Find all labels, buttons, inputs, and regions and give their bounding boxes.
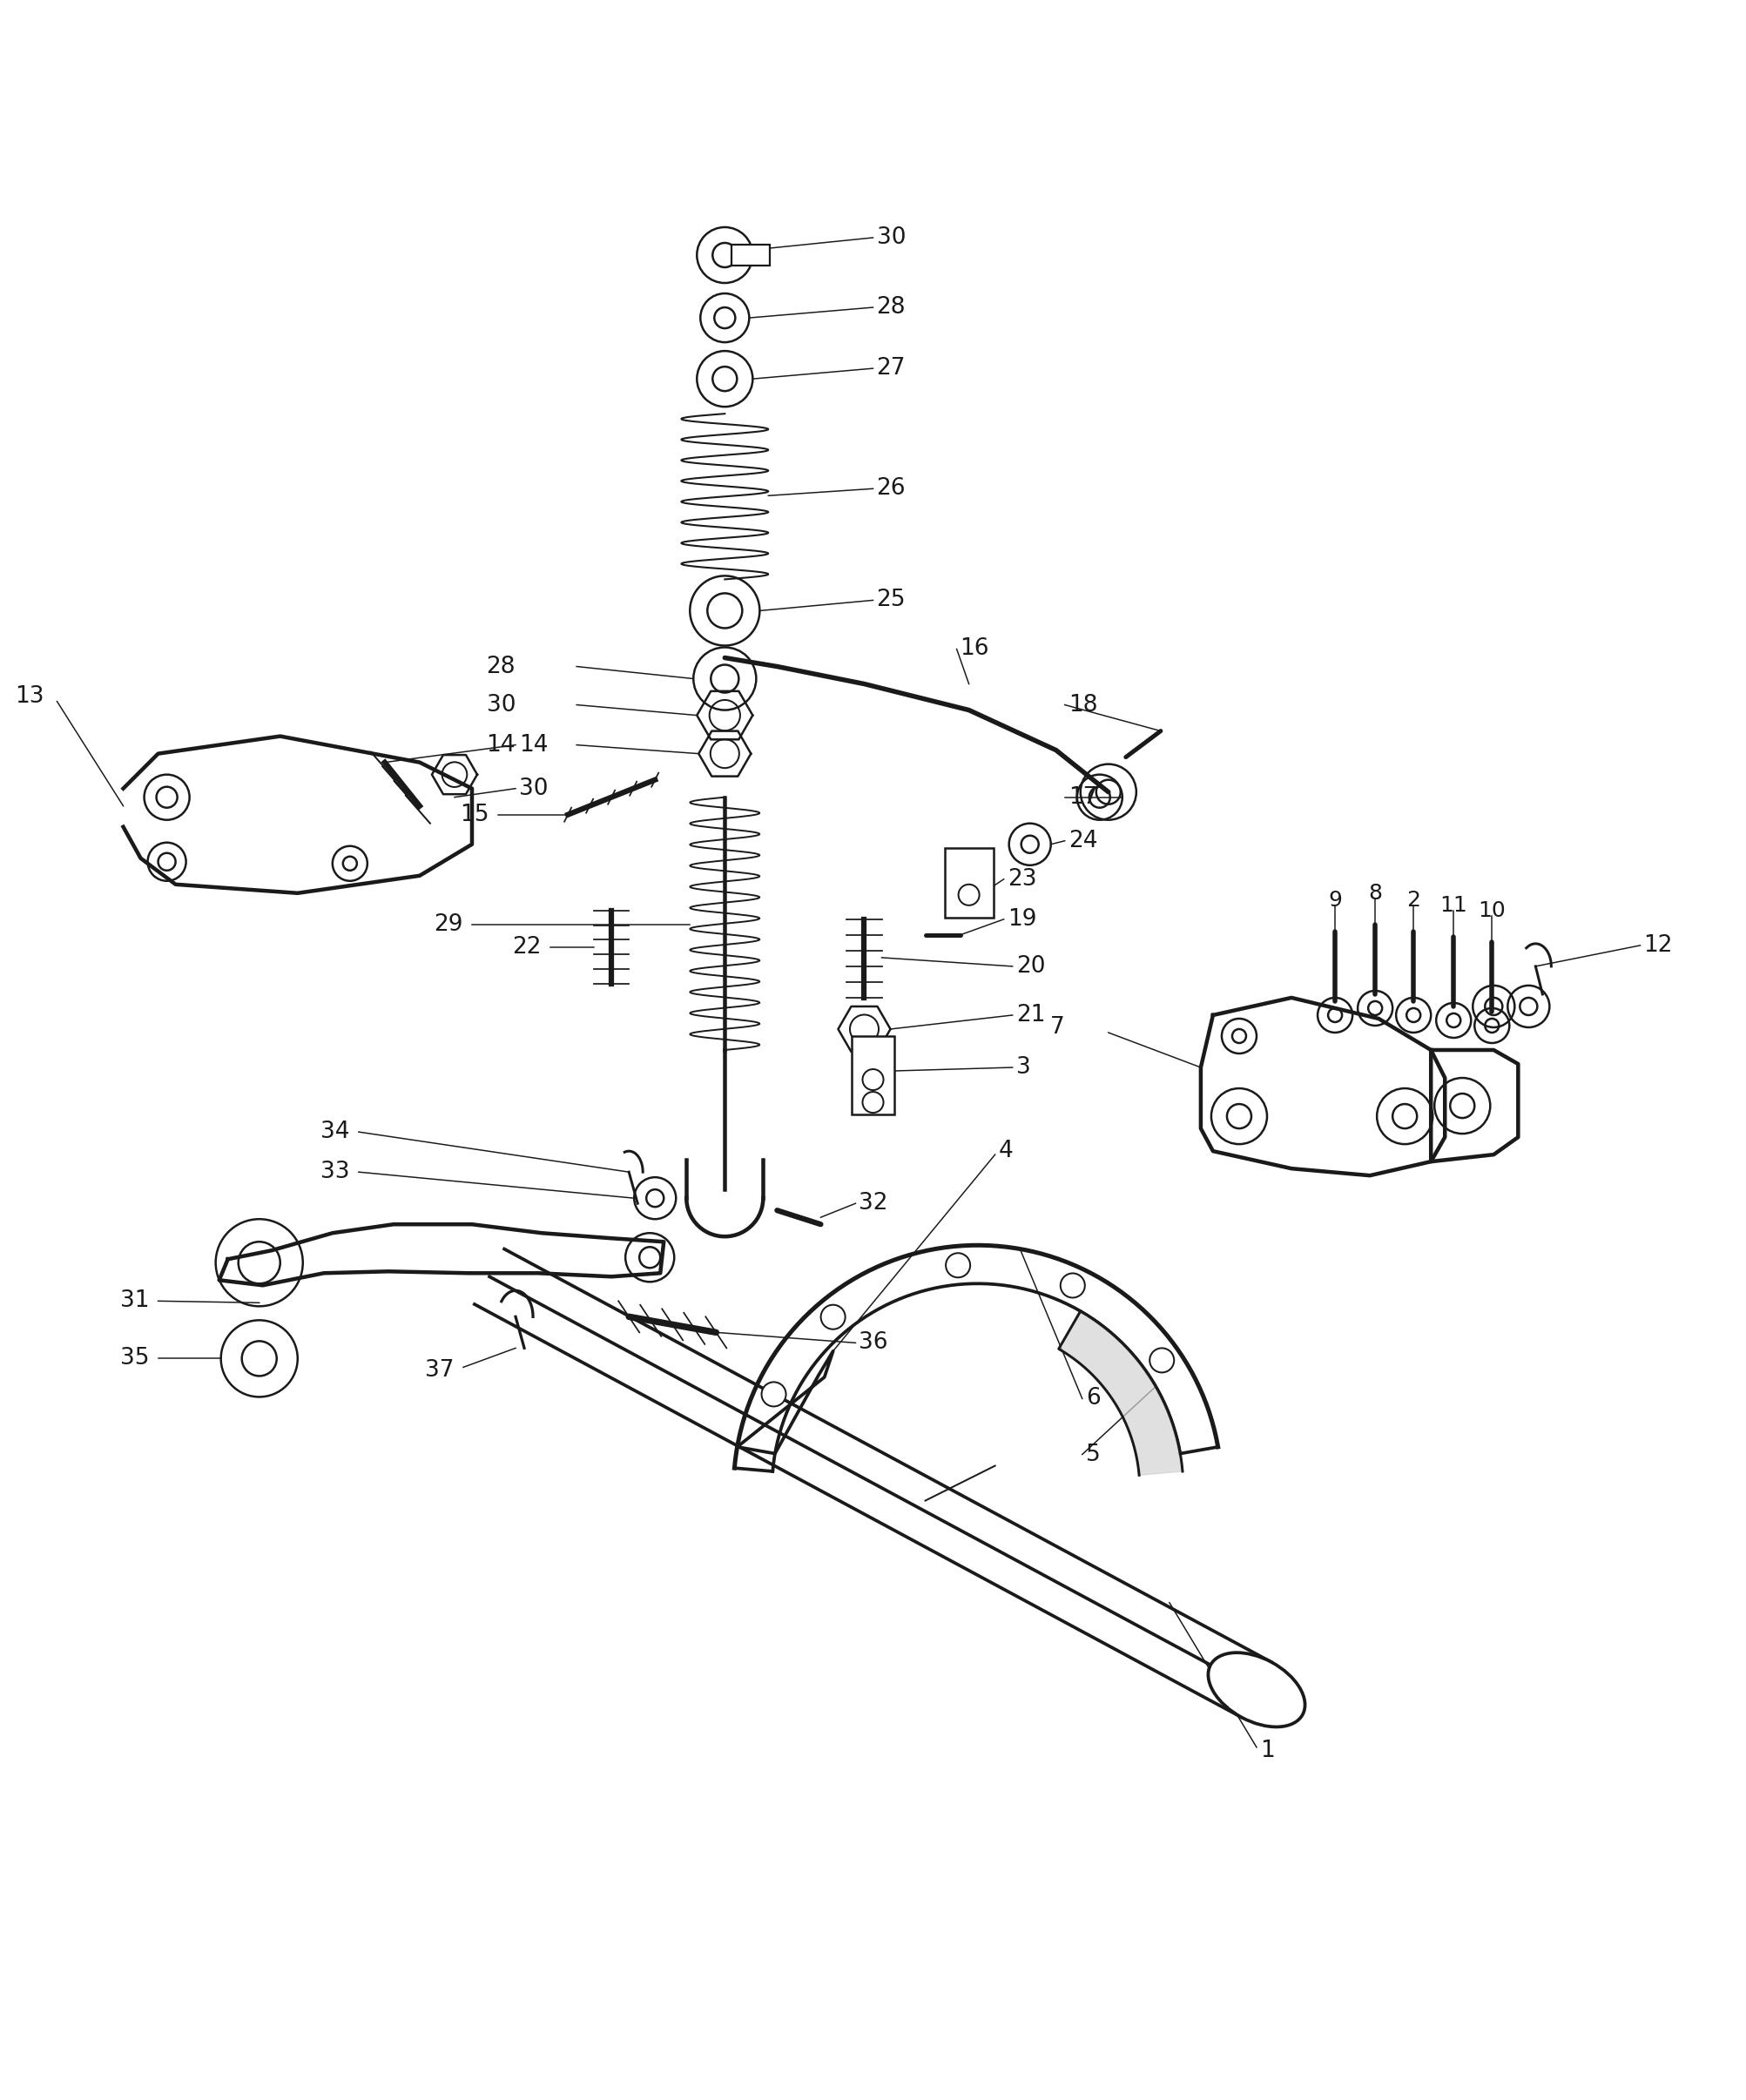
Polygon shape (220, 1224, 663, 1285)
Text: 28: 28 (487, 655, 515, 678)
Text: 29: 29 (435, 914, 463, 937)
Text: 15: 15 (461, 804, 489, 825)
Text: 33: 33 (321, 1161, 349, 1182)
Text: 20: 20 (1016, 956, 1046, 979)
Text: 10: 10 (1479, 901, 1505, 922)
Text: 5: 5 (1086, 1443, 1100, 1466)
Text: 18: 18 (1069, 693, 1098, 716)
FancyBboxPatch shape (852, 1035, 894, 1115)
Text: 36: 36 (859, 1331, 889, 1354)
Circle shape (1149, 1348, 1173, 1373)
Text: 9: 9 (1329, 890, 1343, 911)
Text: 14: 14 (487, 733, 515, 756)
Text: 4: 4 (999, 1140, 1013, 1163)
Text: 19: 19 (1007, 907, 1037, 930)
Circle shape (946, 1254, 971, 1277)
Text: 32: 32 (859, 1193, 889, 1214)
Text: 6: 6 (1086, 1388, 1100, 1409)
Text: 23: 23 (1007, 867, 1037, 890)
Text: 28: 28 (876, 296, 906, 319)
Text: 35: 35 (120, 1348, 150, 1369)
Text: 37: 37 (426, 1359, 454, 1382)
Text: 7: 7 (1049, 1016, 1065, 1040)
Circle shape (1060, 1273, 1084, 1298)
Text: 30: 30 (519, 777, 548, 800)
Polygon shape (1432, 1050, 1517, 1161)
Text: 1: 1 (1261, 1739, 1275, 1762)
Text: 2: 2 (1407, 890, 1421, 911)
Polygon shape (1058, 1310, 1182, 1474)
Circle shape (761, 1382, 786, 1407)
Ellipse shape (1208, 1653, 1304, 1726)
Text: 22: 22 (513, 937, 541, 958)
Text: 13: 13 (16, 685, 44, 708)
Text: 17: 17 (1069, 785, 1098, 808)
FancyBboxPatch shape (732, 244, 770, 265)
Text: 3: 3 (1016, 1056, 1030, 1079)
Polygon shape (1201, 998, 1446, 1176)
Text: 21: 21 (1016, 1004, 1046, 1027)
Text: 24: 24 (1069, 830, 1098, 853)
Text: 25: 25 (876, 588, 906, 611)
Text: 14: 14 (519, 733, 548, 756)
Text: 26: 26 (876, 477, 906, 500)
Text: 34: 34 (321, 1121, 349, 1142)
Text: 8: 8 (1369, 882, 1383, 903)
Text: 27: 27 (876, 357, 906, 380)
Circle shape (821, 1304, 845, 1329)
Text: 11: 11 (1440, 895, 1467, 916)
Text: 30: 30 (487, 693, 515, 716)
Text: 30: 30 (876, 227, 906, 250)
Text: 16: 16 (960, 638, 990, 659)
Text: 31: 31 (120, 1289, 150, 1312)
FancyBboxPatch shape (945, 848, 993, 918)
Text: 12: 12 (1643, 934, 1673, 958)
